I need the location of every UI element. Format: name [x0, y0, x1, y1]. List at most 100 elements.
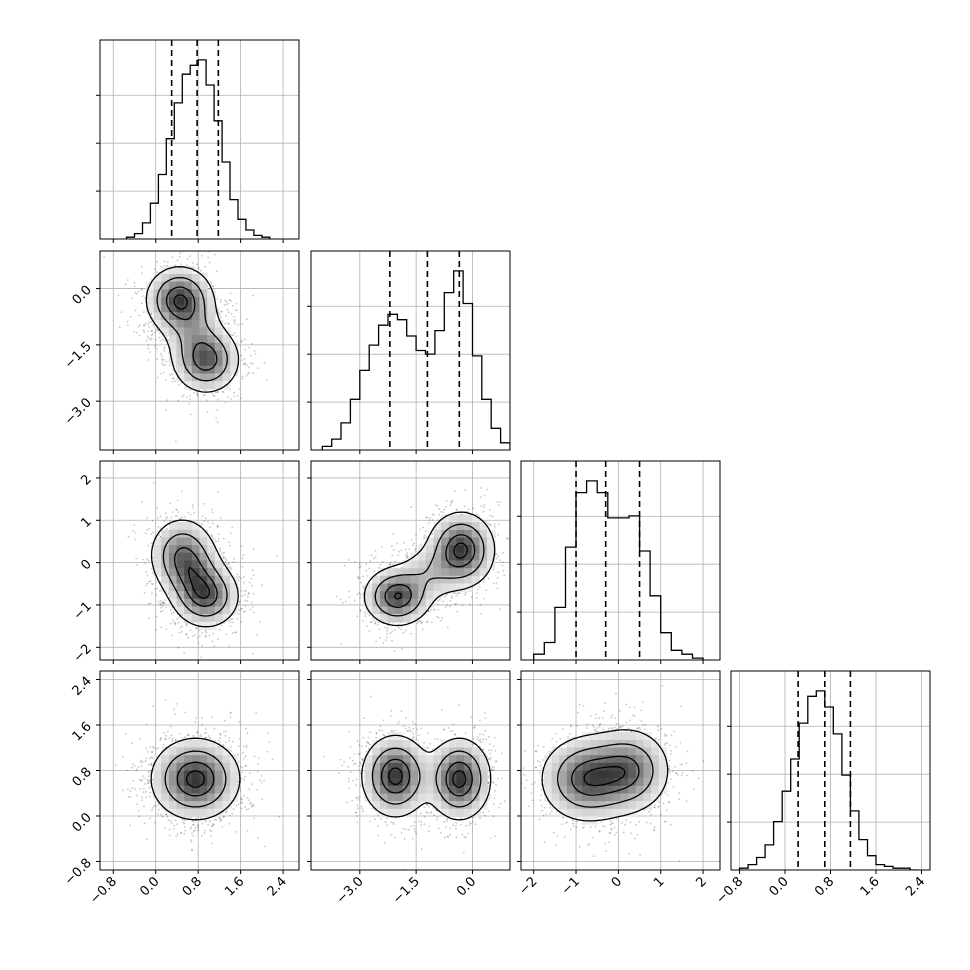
density-cell: [184, 537, 193, 546]
density-cell: [199, 358, 208, 367]
sample-point: [163, 347, 165, 350]
sample-point: [234, 322, 236, 325]
sample-point: [151, 592, 153, 595]
sample-point: [161, 609, 164, 612]
density-cell: [161, 304, 170, 313]
sample-point: [202, 502, 205, 505]
sample-point: [227, 322, 230, 325]
density-cell: [222, 373, 231, 382]
histogram-line: [125, 59, 271, 239]
sample-point: [189, 394, 191, 397]
sample-point: [171, 377, 174, 380]
sample-point: [368, 567, 370, 570]
sample-point: [362, 585, 364, 588]
sample-point: [162, 605, 164, 608]
sample-point: [185, 623, 188, 625]
sample-point: [420, 622, 423, 625]
sample-point: [366, 575, 369, 577]
sample-point: [241, 322, 244, 325]
sample-point: [217, 525, 219, 527]
sample-point: [472, 507, 475, 510]
sample-point: [440, 619, 442, 622]
density-cell: [168, 358, 178, 367]
sample-point: [166, 516, 169, 518]
sample-point: [386, 627, 389, 630]
sample-point: [146, 582, 149, 585]
density-cell: [184, 296, 193, 306]
sample-point: [461, 604, 464, 607]
sample-point: [210, 281, 213, 284]
sample-point: [141, 288, 144, 291]
sample-point: [252, 294, 254, 297]
sample-point: [456, 509, 458, 511]
sample-point: [241, 557, 244, 560]
sample-point: [219, 314, 221, 317]
sample-point: [370, 621, 373, 624]
sample-point: [186, 258, 189, 260]
sample-point: [228, 322, 231, 325]
sample-point: [223, 551, 226, 554]
sample-point: [196, 395, 199, 398]
sample-point: [414, 547, 417, 550]
sample-point: [478, 586, 481, 589]
density-cell: [199, 274, 208, 283]
sample-point: [190, 413, 192, 416]
density-cell: [161, 537, 170, 546]
density-cell: [168, 591, 178, 600]
sample-point: [170, 612, 173, 615]
density-cell: [191, 358, 201, 367]
contour-level: [187, 566, 211, 599]
density-cell: [176, 545, 185, 554]
sample-point: [259, 621, 261, 624]
sample-point: [450, 597, 453, 599]
density-cell: [207, 598, 216, 608]
sample-point: [360, 581, 363, 584]
sample-point: [245, 589, 247, 592]
sample-point: [207, 256, 210, 259]
sample-point: [430, 609, 432, 611]
sample-point: [404, 629, 407, 632]
density-cell: [191, 591, 201, 600]
sample-point: [491, 515, 494, 518]
sample-point: [162, 358, 165, 361]
sample-point: [140, 302, 143, 305]
sample-point: [479, 603, 482, 606]
sample-point: [238, 575, 240, 578]
density-cell: [191, 614, 201, 623]
sample-point: [437, 519, 439, 522]
density-cell: [176, 537, 185, 546]
sample-point: [250, 362, 252, 365]
sample-point: [129, 315, 132, 318]
sample-point: [449, 504, 452, 507]
sample-point: [191, 262, 194, 264]
sample-point: [153, 245, 155, 247]
sample-point: [433, 608, 436, 611]
sample-point: [358, 577, 361, 579]
sample-point: [140, 288, 143, 290]
sample-point: [208, 634, 211, 637]
density-cell: [168, 289, 178, 298]
sample-point: [496, 500, 499, 503]
sample-point: [499, 559, 501, 562]
sample-point: [225, 633, 228, 636]
sample-point: [233, 395, 236, 398]
sample-point: [219, 517, 222, 519]
sample-point: [464, 505, 466, 508]
sample-point: [166, 240, 168, 242]
sample-point: [223, 304, 226, 306]
density-cell: [184, 274, 193, 283]
density-cell: [214, 606, 224, 615]
sample-point: [359, 596, 362, 599]
sample-point: [159, 353, 162, 355]
sample-point: [200, 269, 202, 272]
density-cell: [176, 327, 185, 336]
sample-point: [410, 506, 413, 508]
sample-point: [392, 533, 395, 535]
sample-point: [134, 291, 137, 294]
sample-point: [177, 621, 180, 624]
density-cell: [184, 560, 193, 569]
density-cell: [214, 552, 224, 562]
density-cell: [168, 545, 178, 554]
sample-point: [414, 549, 416, 552]
sample-point: [163, 346, 166, 349]
